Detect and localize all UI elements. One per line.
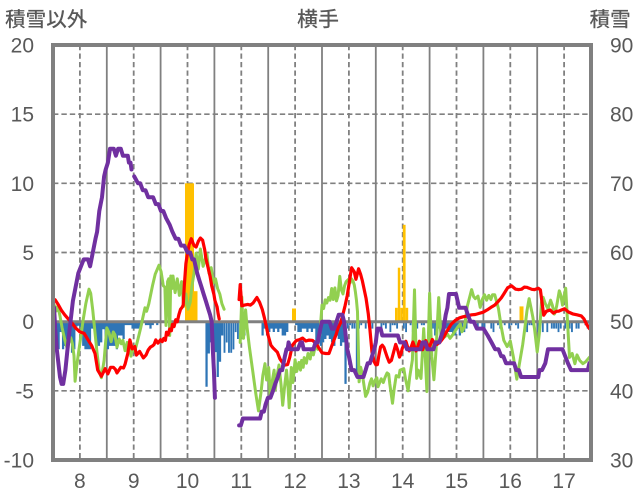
svg-text:50: 50 [610, 311, 633, 334]
svg-text:-10: -10 [4, 450, 34, 473]
svg-text:15: 15 [445, 470, 468, 493]
svg-text:10: 10 [11, 173, 34, 196]
svg-text:5: 5 [22, 242, 34, 265]
svg-text:15: 15 [11, 104, 34, 127]
svg-text:80: 80 [610, 104, 633, 127]
svg-text:10: 10 [176, 470, 199, 493]
svg-text:70: 70 [610, 173, 633, 196]
svg-text:12: 12 [283, 470, 306, 493]
svg-text:20: 20 [11, 35, 34, 58]
svg-text:13: 13 [337, 470, 360, 493]
svg-text:90: 90 [610, 35, 633, 58]
svg-text:8: 8 [74, 470, 86, 493]
svg-text:17: 17 [552, 470, 575, 493]
svg-text:30: 30 [610, 450, 633, 473]
svg-text:0: 0 [22, 311, 34, 334]
svg-text:9: 9 [128, 470, 140, 493]
svg-text:60: 60 [610, 242, 633, 265]
svg-text:-5: -5 [15, 380, 34, 403]
svg-text:11: 11 [230, 470, 252, 493]
svg-text:14: 14 [391, 470, 415, 493]
svg-text:16: 16 [499, 470, 522, 493]
svg-text:40: 40 [610, 380, 633, 403]
